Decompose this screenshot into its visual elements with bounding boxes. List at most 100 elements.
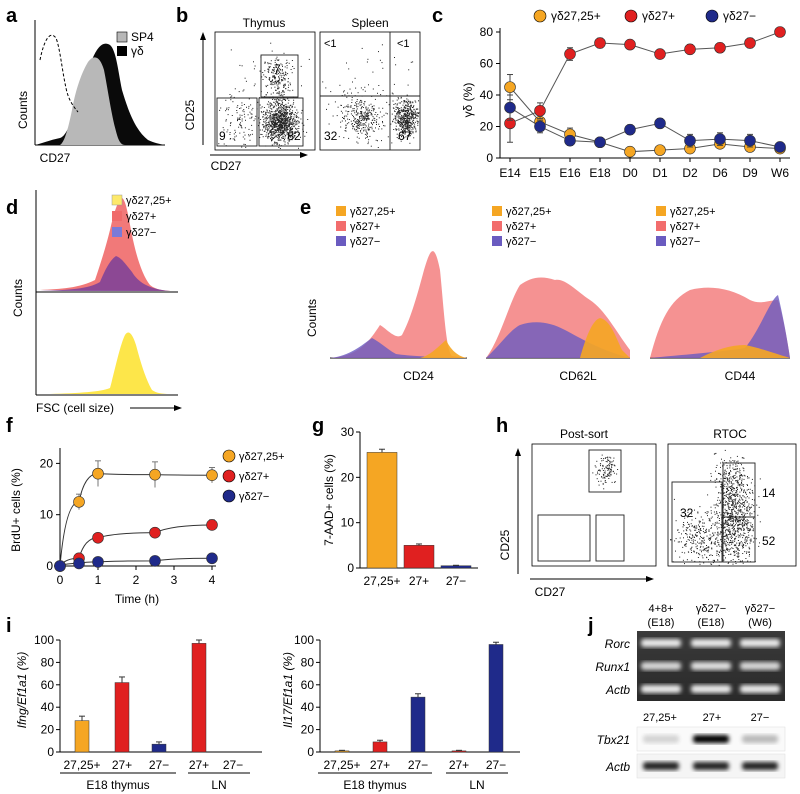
flow-dot [406, 121, 408, 123]
flow-dot [281, 111, 283, 113]
flow-dot [273, 113, 275, 115]
spleen-tr-value: <1 [397, 38, 410, 50]
flow-dot [734, 506, 736, 508]
flow-dot [718, 492, 720, 494]
flow-dot [410, 61, 412, 63]
flow-dot [723, 480, 725, 482]
flow-dot [728, 478, 730, 480]
flow-dot [284, 79, 286, 81]
flow-dot [274, 142, 276, 144]
flow-dot [272, 92, 274, 94]
flow-dot [276, 110, 278, 112]
flow-dot [283, 124, 285, 126]
flow-dot [286, 127, 288, 129]
flow-dot [729, 500, 731, 502]
flow-dot [368, 110, 370, 112]
flow-dot [378, 107, 380, 109]
flow-dot [352, 114, 354, 116]
flow-dot [733, 489, 735, 491]
flow-dot [286, 118, 288, 119]
flow-dot [413, 126, 415, 128]
flow-dot [743, 489, 745, 491]
flow-dot [693, 539, 695, 541]
flow-dot [285, 72, 287, 74]
flow-dot [280, 111, 282, 113]
flow-dot [283, 106, 285, 108]
flow-dot [742, 524, 744, 526]
flow-dot [352, 108, 354, 110]
flow-dot [290, 129, 292, 131]
i-left-xtick-label: 27− [223, 758, 243, 772]
flow-dot [745, 523, 747, 525]
flow-dot [273, 116, 275, 118]
flow-dot [719, 533, 721, 535]
flow-dot [285, 74, 287, 76]
flow-dot [744, 538, 746, 540]
flow-dot [595, 466, 597, 468]
flow-dot [599, 469, 601, 471]
flow-dot [289, 140, 291, 142]
flow-dot [412, 110, 414, 112]
flow-dot [379, 111, 381, 113]
flow-dot [296, 109, 298, 111]
flow-dot [361, 117, 363, 119]
flow-dot [365, 122, 367, 124]
flow-dot [700, 543, 702, 545]
flow-dot [741, 478, 743, 480]
f-xtick-label: 1 [95, 573, 102, 587]
flow-dot [717, 541, 718, 543]
flow-dot [364, 101, 366, 103]
flow-dot [368, 118, 370, 120]
flow-dot [608, 459, 610, 461]
flow-dot [267, 115, 269, 117]
flow-dot [751, 504, 753, 506]
flow-dot [605, 461, 607, 462]
flow-dot [595, 474, 597, 476]
flow-dot [281, 123, 283, 125]
flow-dot [340, 126, 342, 128]
flow-dot [255, 115, 257, 117]
flow-dot [365, 118, 367, 120]
d-legend-y2725: γδ27,25+ [126, 195, 172, 207]
flow-dot [414, 125, 416, 127]
flow-dot [410, 109, 412, 111]
flow-dot [288, 140, 290, 142]
flow-dot [401, 115, 403, 117]
flow-dot [235, 135, 237, 137]
flow-dot [729, 467, 731, 469]
flow-dot [411, 110, 412, 112]
flow-dot [407, 110, 409, 111]
flow-dot [290, 135, 292, 137]
flow-dot [364, 86, 366, 88]
flow-dot [724, 520, 726, 522]
flow-dot [401, 121, 403, 123]
flow-dot [706, 545, 707, 546]
flow-dot [732, 493, 734, 495]
flow-dot [724, 474, 726, 476]
flow-dot [403, 114, 405, 116]
flow-dot [405, 105, 407, 107]
flow-dot [289, 129, 291, 131]
flow-dot [357, 123, 359, 125]
flow-dot [403, 110, 404, 112]
flow-dot [229, 132, 231, 133]
flow-dot [736, 491, 738, 493]
flow-dot [391, 113, 393, 115]
flow-dot [269, 62, 271, 64]
flow-dot [284, 139, 285, 140]
flow-dot [731, 488, 733, 490]
flow-dot [276, 71, 278, 73]
flow-dot [282, 122, 284, 124]
flow-dot [272, 79, 274, 81]
legend-y2725-marker [533, 9, 547, 23]
flow-dot [734, 500, 736, 502]
e-legend-y2725: γδ27,25+ [350, 206, 396, 218]
flow-dot [243, 131, 245, 133]
flow-dot [396, 133, 398, 135]
thymus-gate-br [258, 97, 304, 147]
flow-dot [401, 119, 402, 121]
flow-dot [366, 61, 368, 63]
flow-dot [377, 92, 378, 94]
flow-dot [613, 457, 615, 459]
flow-dot [272, 131, 274, 133]
